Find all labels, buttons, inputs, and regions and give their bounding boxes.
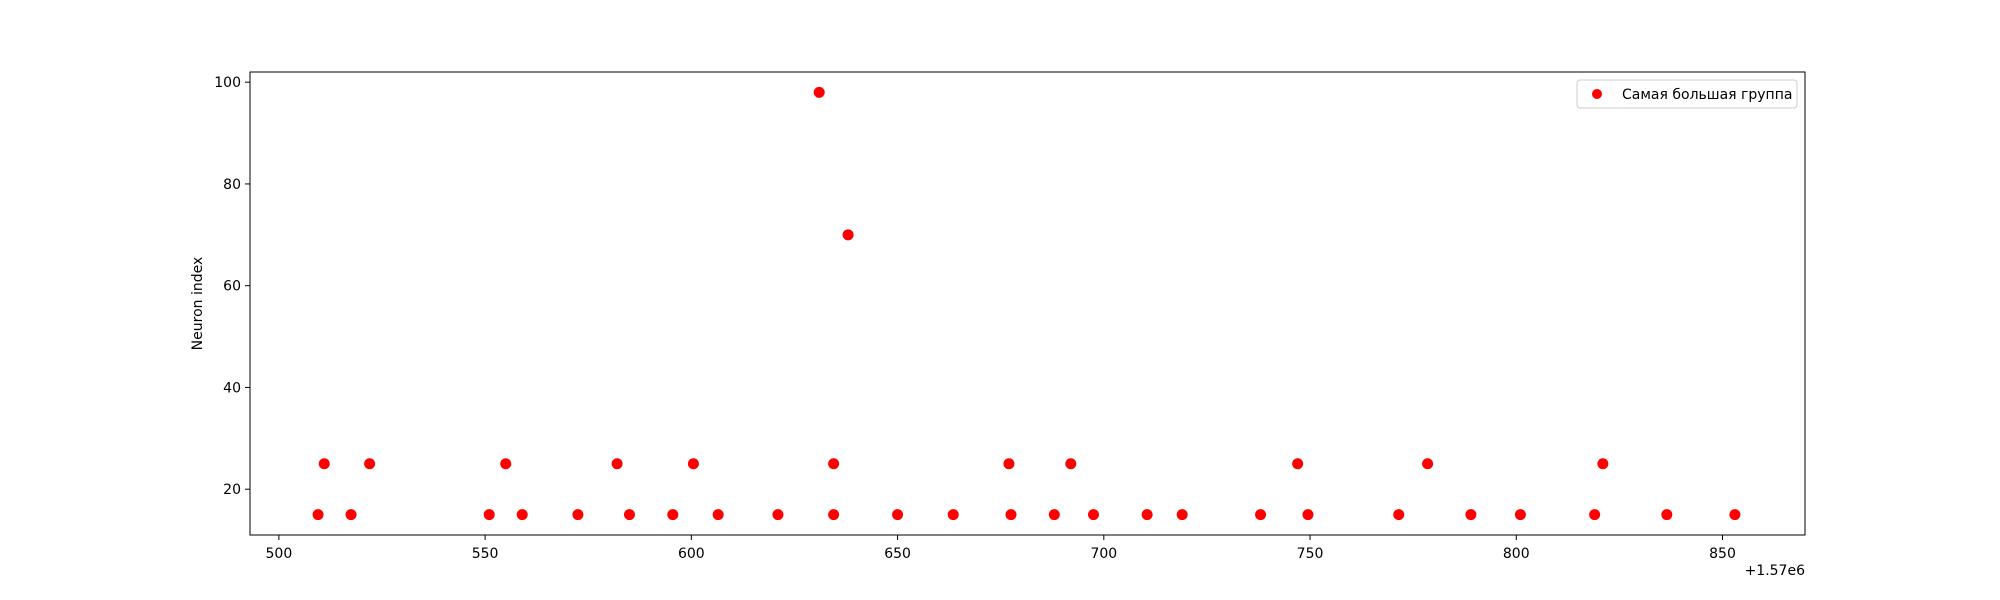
data-point xyxy=(1302,509,1314,521)
y-tick-label: 80 xyxy=(223,177,241,193)
x-tick-label: 850 xyxy=(1709,546,1736,562)
plot-frame xyxy=(249,71,1806,536)
data-point xyxy=(364,458,376,470)
data-point xyxy=(312,509,324,521)
data-point xyxy=(828,458,840,470)
data-point xyxy=(1661,509,1673,521)
data-point xyxy=(1422,458,1434,470)
data-point xyxy=(667,509,679,521)
legend: Самая большая группа xyxy=(1576,79,1798,109)
data-point xyxy=(572,509,584,521)
data-point xyxy=(500,458,512,470)
data-point xyxy=(483,509,495,521)
data-point xyxy=(516,509,528,521)
legend-box xyxy=(1576,79,1798,109)
data-point xyxy=(345,509,357,521)
data-point xyxy=(1597,458,1609,470)
y-tick-label: 40 xyxy=(223,380,241,396)
data-point xyxy=(947,509,959,521)
data-point xyxy=(828,509,840,521)
data-point xyxy=(1514,509,1526,521)
data-point xyxy=(1048,509,1060,521)
x-tick-label: 750 xyxy=(1297,546,1324,562)
data-point xyxy=(1176,509,1188,521)
data-point xyxy=(1589,509,1601,521)
y-axis-label: Neuron index xyxy=(190,257,206,351)
x-tick-label: 800 xyxy=(1503,546,1530,562)
plot-area xyxy=(250,72,1805,535)
data-point xyxy=(1087,509,1099,521)
y-tick-label: 20 xyxy=(223,482,241,498)
data-point xyxy=(892,509,904,521)
data-point xyxy=(1003,458,1015,470)
data-point xyxy=(813,86,825,98)
data-point xyxy=(712,509,724,521)
data-point xyxy=(687,458,699,470)
x-tick-label: 700 xyxy=(1090,546,1117,562)
data-points xyxy=(312,86,1741,521)
legend-label: Самая большая группа xyxy=(1622,87,1792,103)
x-tick-label: 550 xyxy=(472,546,499,562)
data-point xyxy=(623,509,635,521)
data-point xyxy=(1465,509,1477,521)
data-point xyxy=(1005,509,1017,521)
data-point xyxy=(842,229,854,241)
data-point xyxy=(1255,509,1267,521)
y-tick-label: 100 xyxy=(214,75,241,91)
legend-marker xyxy=(1592,89,1602,99)
data-point xyxy=(772,509,784,521)
x-axis-ticks: 500 550 600 650 700 750 800 850 xyxy=(266,535,1736,562)
data-point xyxy=(318,458,330,470)
x-tick-label: 650 xyxy=(884,546,911,562)
data-point xyxy=(1729,509,1741,521)
x-tick-label: 500 xyxy=(266,546,293,562)
y-axis-ticks: 20 40 60 80 100 xyxy=(214,75,250,498)
data-point xyxy=(611,458,623,470)
x-tick-label: 600 xyxy=(678,546,705,562)
data-point xyxy=(1065,458,1077,470)
data-point xyxy=(1141,509,1153,521)
data-point xyxy=(1393,509,1405,521)
data-point xyxy=(1292,458,1304,470)
y-tick-label: 60 xyxy=(223,279,241,295)
x-axis-offset-label: +1.57e6 xyxy=(1745,563,1806,579)
